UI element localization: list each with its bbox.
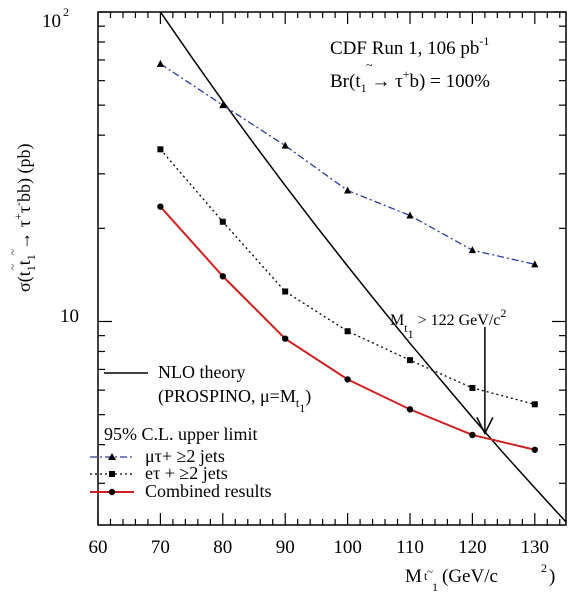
plot-frame (97, 11, 567, 526)
svg-text:Mt1 > 122 GeV/c2: Mt1 > 122 GeV/c2 (390, 306, 506, 341)
x-tick-label: 110 (396, 537, 424, 558)
mutau-line (160, 63, 535, 265)
mass-limit-annotation: Mt1 > 122 GeV/c2 (390, 306, 506, 436)
svg-text:CDF Run 1, 106 pb-1: CDF Run 1, 106 pb-1 (330, 34, 489, 59)
mutau-point (156, 59, 164, 67)
etau-point (407, 357, 413, 364)
x-tick-label: 80 (213, 537, 232, 558)
experiment-annotation: CDF Run 1, 106 pb-1 Br(t1 → τ+b) = 100% … (330, 34, 490, 95)
x-tick-label: 100 (333, 537, 362, 558)
legend: NLO theory (PROSPINO, μ=Mt1) 95% C.L. up… (90, 362, 311, 501)
svg-text:~: ~ (7, 264, 19, 270)
svg-text:M: M (405, 566, 422, 587)
svg-text:(GeV/c: (GeV/c (442, 566, 498, 587)
mutau-point (531, 260, 539, 268)
mutau-point (344, 186, 352, 194)
combined-point (406, 406, 414, 413)
svg-text:): ) (549, 566, 555, 587)
etau-point (282, 288, 289, 295)
svg-text:t: t (424, 569, 428, 583)
x-tick-labels: 60 70 80 90 100 110 120 130 (89, 537, 550, 558)
mutau-point (281, 141, 289, 149)
etau-point (157, 146, 164, 153)
legend-combined-label: Combined results (145, 481, 272, 501)
legend-mutau-marker (108, 453, 116, 460)
legend-etau-marker (109, 471, 115, 477)
nlo-theory-curve (159, 12, 566, 523)
x-tick-label: 60 (89, 537, 108, 558)
combined-point (344, 376, 351, 383)
combined-point (469, 431, 476, 439)
svg-text:σ(t1t1 → τ+τ-bb) (pb): σ(t1t1 → τ+τ-bb) (pb) (11, 144, 38, 292)
etau-point (219, 218, 226, 225)
x-tick-label: 90 (276, 537, 295, 558)
svg-text:~: ~ (427, 566, 433, 578)
legend-etau-label: eτ + ≥2 jets (145, 463, 228, 483)
legend-theory-sublabel: (PROSPINO, μ=Mt1) (158, 386, 311, 415)
svg-text:~: ~ (366, 58, 373, 72)
combined-point (282, 335, 289, 342)
etau-point (531, 401, 538, 408)
etau-point (344, 328, 351, 335)
y-axis-ticks (98, 11, 566, 484)
legend-mutau-label: μτ+ ≥2 jets (145, 446, 225, 466)
svg-text:~: ~ (7, 249, 19, 255)
legend-header: 95% C.L. upper limit (104, 424, 257, 444)
legend-theory-label: NLO theory (158, 362, 245, 382)
combined-point (531, 446, 538, 453)
svg-text:Br(t1 → τ+b) = 100%: Br(t1 → τ+b) = 100% (330, 67, 490, 95)
y-axis-label: σ(t1t1 → τ+τ-bb) (pb) ~ ~ (7, 144, 38, 292)
x-tick-label: 130 (521, 537, 550, 558)
legend-combined-marker (108, 488, 116, 496)
svg-text:2: 2 (63, 5, 69, 19)
mutau-point (406, 211, 414, 219)
combined-point (157, 203, 164, 210)
y-tick-label-10: 10 (60, 306, 79, 327)
combined-point (219, 273, 226, 280)
etau-point (469, 384, 476, 391)
mutau-point (468, 246, 476, 254)
x-tick-label: 70 (151, 537, 170, 558)
svg-text:10: 10 (42, 11, 61, 32)
series-layer (156, 59, 539, 453)
y-tick-label-100: 10 2 (42, 5, 69, 32)
limit-arrow-head (476, 417, 494, 436)
svg-text:2: 2 (541, 561, 547, 575)
mutau-point (219, 101, 227, 109)
x-tick-label: 120 (458, 537, 487, 558)
svg-text:1: 1 (432, 580, 438, 594)
x-axis-label: M t ~ 1 (GeV/c 2 ) (405, 561, 555, 594)
x-axis-ticks (97, 12, 561, 525)
